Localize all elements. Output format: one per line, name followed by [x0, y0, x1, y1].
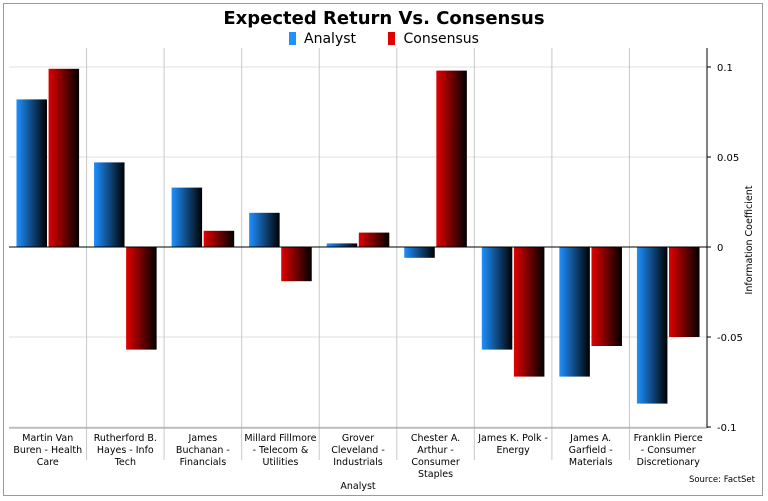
- source-note: Source: FactSet: [689, 475, 756, 485]
- bar-analyst-1: [94, 162, 125, 247]
- bar-consensus-1: [126, 247, 157, 350]
- chart-frame: [3, 3, 763, 496]
- x-axis-label: Analyst: [340, 481, 376, 492]
- category-label-6: James K. Polk -Energy: [477, 433, 548, 456]
- bar-analyst-2: [171, 187, 203, 247]
- chart-title: Expected Return Vs. Consensus: [223, 8, 545, 29]
- y-tick-label: 0: [717, 243, 723, 254]
- y-tick-label: -0.1: [717, 423, 737, 434]
- legend-label-consensus: Consensus: [403, 31, 479, 47]
- legend-swatch-analyst: [289, 32, 297, 45]
- bar-consensus-7: [591, 247, 622, 346]
- bar-analyst-5: [404, 247, 435, 258]
- bar-consensus-5: [436, 70, 467, 247]
- y-tick-label: 0.05: [717, 153, 739, 164]
- category-label-8: Franklin Pierce - Consumer Discretionary: [634, 433, 703, 468]
- bar-consensus-2: [203, 230, 235, 247]
- category-label-1: Rutherford B. Hayes - Info Tech: [94, 433, 157, 468]
- legend-label-analyst: Analyst: [304, 31, 357, 47]
- bar-analyst-3: [249, 212, 280, 247]
- category-label-3: Millard Fillmore - Telecom & Utilities: [244, 433, 316, 468]
- legend-item-consensus: Consensus: [388, 31, 479, 47]
- bar-analyst-8: [636, 247, 668, 404]
- category-label-7: James A. Garfield -Materials: [569, 433, 613, 468]
- y-axis-label: Information Coefficient: [744, 185, 755, 294]
- category-label-4: Grover Cleveland -Industrials: [331, 433, 385, 468]
- category-label-2: James Buchanan -Financials: [176, 433, 230, 468]
- legend-swatch-consensus: [388, 32, 396, 45]
- category-label-0: Martin Van Buren - Health Care: [13, 433, 82, 468]
- legend-item-analyst: Analyst: [289, 31, 356, 47]
- bar-consensus-6: [513, 247, 545, 377]
- bar-consensus-0: [48, 68, 80, 247]
- bar-analyst-4: [326, 243, 358, 247]
- bar-consensus-4: [358, 232, 390, 247]
- bar-consensus-8: [669, 247, 700, 337]
- bar-analyst-7: [559, 247, 590, 377]
- y-tick-label: -0.05: [717, 333, 743, 344]
- bar-consensus-3: [281, 247, 312, 282]
- y-tick-label: 0.1: [717, 63, 733, 74]
- bar-analyst-0: [16, 99, 47, 248]
- category-label-5: Chester A. Arthur -Consumer Staples: [411, 433, 460, 480]
- bar-analyst-6: [481, 247, 513, 350]
- legend: Analyst Consensus: [0, 31, 768, 47]
